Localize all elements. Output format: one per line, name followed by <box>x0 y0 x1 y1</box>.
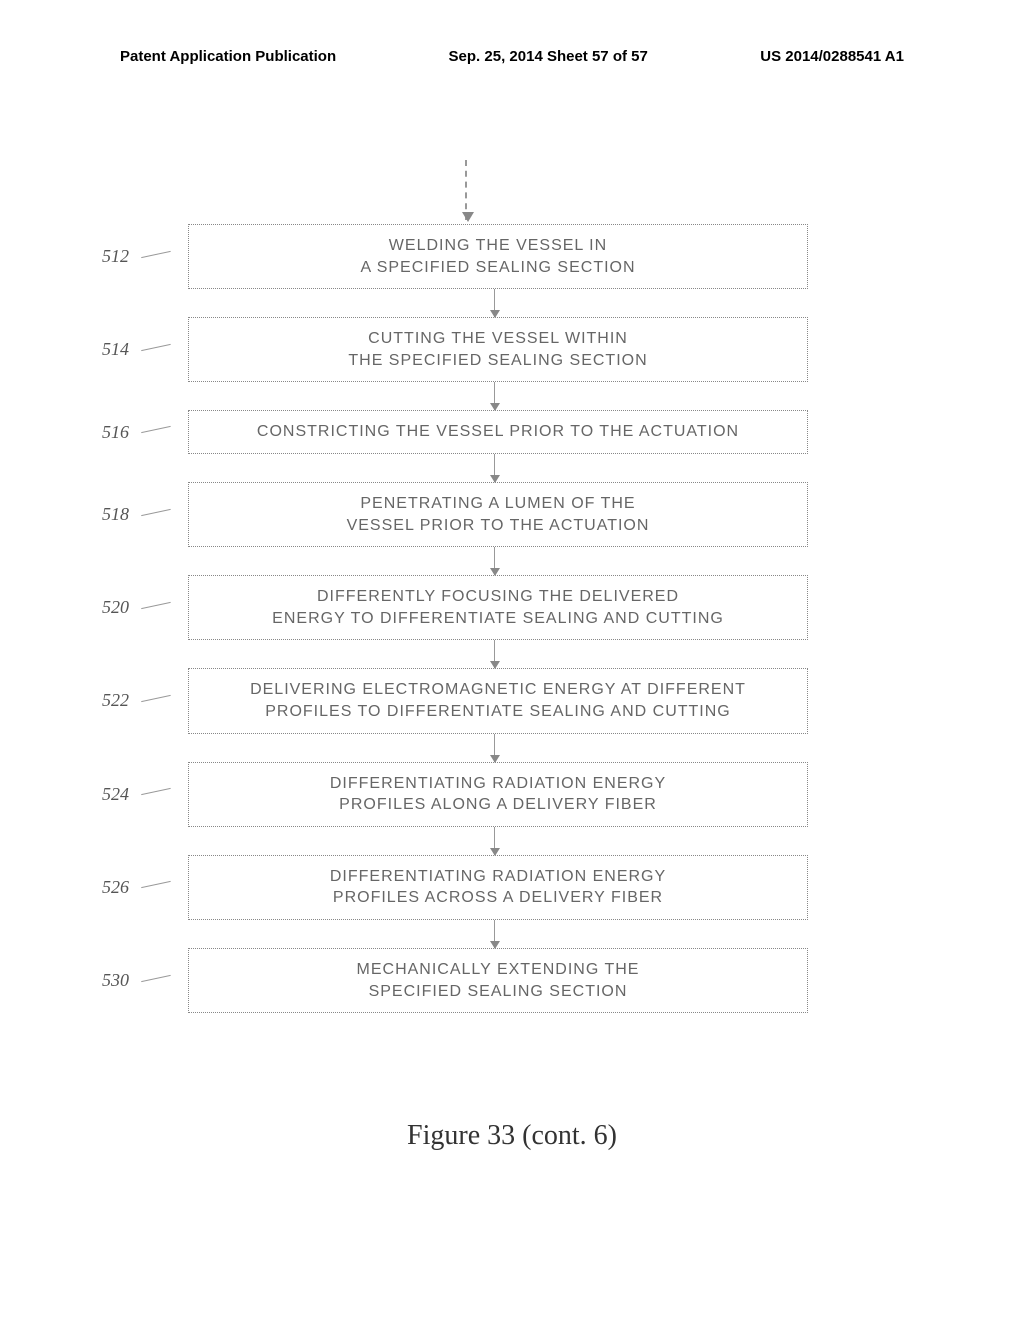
connector <box>494 382 496 410</box>
header-pub-number: US 2014/0288541 A1 <box>760 48 904 65</box>
step-text-2: SPECIFIED SEALING SECTION <box>369 983 628 1000</box>
connector <box>494 289 496 317</box>
step-text-1: CONSTRICTING THE VESSEL PRIOR TO THE ACT… <box>257 423 739 440</box>
lead-line <box>141 508 172 522</box>
step-520: 520 DIFFERENTLY FOCUSING THE DELIVERED E… <box>160 575 860 640</box>
step-530: 530 MECHANICALLY EXTENDING THE SPECIFIED… <box>160 948 860 1013</box>
ref-num: 530 <box>102 970 129 991</box>
lead-line <box>141 426 172 440</box>
lead-line <box>141 250 172 264</box>
step-text-2: A SPECIFIED SEALING SECTION <box>360 259 635 276</box>
lead-line <box>141 602 172 616</box>
step-522: 522 DELIVERING ELECTROMAGNETIC ENERGY AT… <box>160 668 860 733</box>
connector <box>494 454 496 482</box>
step-box: CONSTRICTING THE VESSEL PRIOR TO THE ACT… <box>188 410 808 454</box>
step-516: 516 CONSTRICTING THE VESSEL PRIOR TO THE… <box>160 410 860 454</box>
step-text-1: DIFFERENTIATING RADIATION ENERGY <box>330 775 666 792</box>
ref-num: 518 <box>102 504 129 525</box>
ref-num: 514 <box>102 339 129 360</box>
step-box: WELDING THE VESSEL IN A SPECIFIED SEALIN… <box>188 224 808 289</box>
figure-caption: Figure 33 (cont. 6) <box>0 1120 1024 1152</box>
step-text-2: ENERGY TO DIFFERENTIATE SEALING AND CUTT… <box>272 610 724 627</box>
step-box: DELIVERING ELECTROMAGNETIC ENERGY AT DIF… <box>188 668 808 733</box>
step-text-1: DELIVERING ELECTROMAGNETIC ENERGY AT DIF… <box>250 681 746 698</box>
ref-num: 512 <box>102 246 129 267</box>
header-publication: Patent Application Publication <box>120 48 336 65</box>
step-box: CUTTING THE VESSEL WITHIN THE SPECIFIED … <box>188 317 808 382</box>
step-text-1: CUTTING THE VESSEL WITHIN <box>368 330 628 347</box>
flowchart: 512 WELDING THE VESSEL IN A SPECIFIED SE… <box>160 224 860 1013</box>
step-text-2: PROFILES ACROSS A DELIVERY FIBER <box>333 889 663 906</box>
step-text-2: THE SPECIFIED SEALING SECTION <box>348 352 647 369</box>
step-text-2: PROFILES TO DIFFERENTIATE SEALING AND CU… <box>265 703 731 720</box>
step-514: 514 CUTTING THE VESSEL WITHIN THE SPECIF… <box>160 317 860 382</box>
incoming-arrow <box>465 160 467 220</box>
page-header: Patent Application Publication Sep. 25, … <box>0 0 1024 65</box>
connector <box>494 547 496 575</box>
ref-num: 516 <box>102 422 129 443</box>
step-526: 526 DIFFERENTIATING RADIATION ENERGY PRO… <box>160 855 860 920</box>
ref-num: 520 <box>102 597 129 618</box>
step-box: PENETRATING A LUMEN OF THE VESSEL PRIOR … <box>188 482 808 547</box>
connector <box>494 640 496 668</box>
lead-line <box>141 788 172 802</box>
ref-num: 522 <box>102 690 129 711</box>
step-text-1: MECHANICALLY EXTENDING THE <box>357 961 640 978</box>
connector <box>494 827 496 855</box>
step-box: DIFFERENTIATING RADIATION ENERGY PROFILE… <box>188 855 808 920</box>
step-text-1: DIFFERENTLY FOCUSING THE DELIVERED <box>317 588 679 605</box>
step-text-2: PROFILES ALONG A DELIVERY FIBER <box>339 796 657 813</box>
step-524: 524 DIFFERENTIATING RADIATION ENERGY PRO… <box>160 762 860 827</box>
step-text-1: PENETRATING A LUMEN OF THE <box>360 495 635 512</box>
step-512: 512 WELDING THE VESSEL IN A SPECIFIED SE… <box>160 224 860 289</box>
lead-line <box>141 344 172 358</box>
step-text-2: VESSEL PRIOR TO THE ACTUATION <box>347 517 650 534</box>
step-text-1: DIFFERENTIATING RADIATION ENERGY <box>330 868 666 885</box>
step-518: 518 PENETRATING A LUMEN OF THE VESSEL PR… <box>160 482 860 547</box>
step-box: DIFFERENTIATING RADIATION ENERGY PROFILE… <box>188 762 808 827</box>
lead-line <box>141 974 172 988</box>
ref-num: 526 <box>102 877 129 898</box>
ref-num: 524 <box>102 784 129 805</box>
lead-line <box>141 881 172 895</box>
lead-line <box>141 695 172 709</box>
step-text-1: WELDING THE VESSEL IN <box>389 237 607 254</box>
connector <box>494 920 496 948</box>
step-box: DIFFERENTLY FOCUSING THE DELIVERED ENERG… <box>188 575 808 640</box>
header-date-sheet: Sep. 25, 2014 Sheet 57 of 57 <box>449 48 648 65</box>
step-box: MECHANICALLY EXTENDING THE SPECIFIED SEA… <box>188 948 808 1013</box>
connector <box>494 734 496 762</box>
